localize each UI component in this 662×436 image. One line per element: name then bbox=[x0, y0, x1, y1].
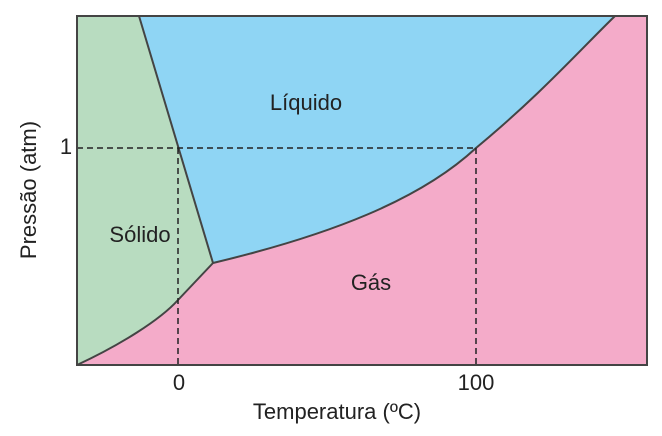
reference-lines bbox=[77, 147, 477, 365]
vaporization-curve bbox=[212, 15, 616, 264]
x-tick-label: 100 bbox=[458, 370, 495, 395]
solid-label: Sólido bbox=[109, 222, 170, 247]
solid-region bbox=[77, 16, 213, 365]
gas-region bbox=[77, 16, 647, 365]
gas-label: Gás bbox=[351, 270, 391, 295]
liquid-label: Líquido bbox=[270, 90, 342, 115]
y-tick-label: 1 bbox=[60, 134, 72, 159]
liquid-region bbox=[139, 16, 615, 263]
plot-frame bbox=[76, 15, 648, 366]
melting-curve bbox=[138, 15, 214, 264]
x-axis-label: Temperatura (ºC) bbox=[253, 399, 421, 424]
y-axis-label: Pressão (atm) bbox=[16, 121, 41, 259]
x-tick-label: 0 bbox=[173, 370, 185, 395]
phase-boundaries bbox=[76, 15, 616, 366]
sublimation-curve bbox=[76, 262, 214, 366]
